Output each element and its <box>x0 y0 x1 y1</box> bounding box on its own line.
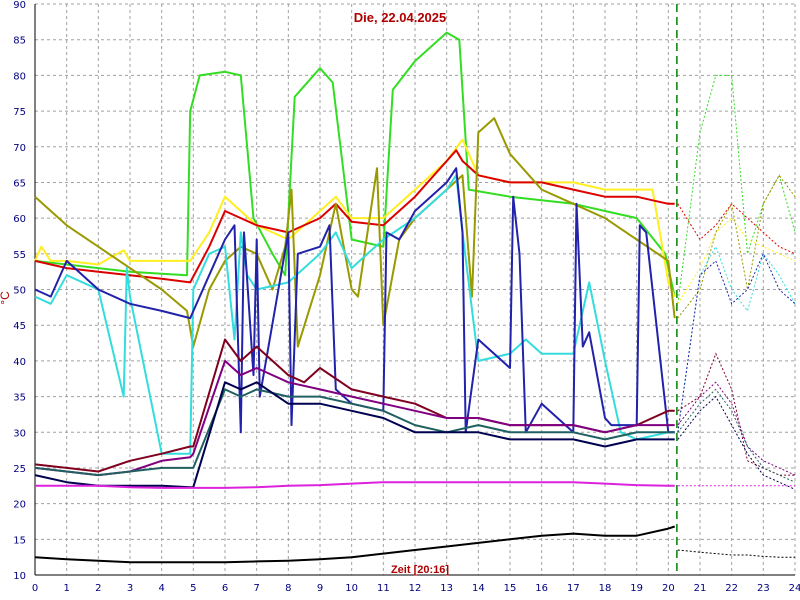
x-tick-label: 22 <box>725 583 738 594</box>
y-tick-label: 35 <box>13 393 26 404</box>
x-tick-label: 2 <box>95 583 101 594</box>
series-line-3 <box>34 149 675 284</box>
x-axis-label: Zeit [20:16] <box>391 564 449 576</box>
x-tick-label: 19 <box>630 583 643 594</box>
y-tick-label: 60 <box>13 214 26 225</box>
y-tick-label: 65 <box>13 178 26 189</box>
x-tick-label: 3 <box>127 583 133 594</box>
series-forecast-2 <box>677 217 796 305</box>
x-tick-label: 24 <box>789 583 800 594</box>
x-tick-label: 10 <box>345 583 358 594</box>
series-line-5 <box>34 174 675 455</box>
x-tick-label: 17 <box>567 583 580 594</box>
x-tick-label: 11 <box>377 583 390 594</box>
y-tick-label: 85 <box>13 36 26 47</box>
chart-title: Die, 22.04.2025 <box>354 10 447 25</box>
x-tick-label: 9 <box>317 583 323 594</box>
tick-labels: 0 1 2 3 4 5 6 7 8 9 10 11 12 13 14 15 16 17 18 19 20 21 22 23 24… <box>13 0 800 594</box>
y-tick-label: 80 <box>13 71 26 82</box>
series-forecast-12 <box>677 549 795 558</box>
y-tick-label: 75 <box>13 107 26 118</box>
y-tick-label: 50 <box>13 286 26 297</box>
series-line-10 <box>34 381 675 489</box>
series-line-9 <box>34 388 675 477</box>
x-tick-label: 6 <box>222 583 228 594</box>
series-forecast-6 <box>677 252 796 433</box>
x-tick-label: 23 <box>757 583 770 594</box>
series-forecast-1 <box>677 74 796 304</box>
x-tick-label: 8 <box>285 583 291 594</box>
series-forecast-9 <box>677 388 796 483</box>
series-forecast-8 <box>677 381 796 476</box>
series-forecast-5 <box>677 245 796 433</box>
x-tick-label: 15 <box>504 583 517 594</box>
series-group <box>34 31 796 564</box>
y-tick-label: 90 <box>13 0 26 11</box>
y-axis-label: °C <box>0 291 12 305</box>
series-line-12 <box>34 525 676 564</box>
x-tick-label: 18 <box>599 583 612 594</box>
series-line-2 <box>34 138 676 298</box>
y-tick-label: 15 <box>13 535 26 546</box>
x-tick-label: 16 <box>535 583 548 594</box>
y-tick-label: 30 <box>13 428 26 439</box>
x-tick-label: 13 <box>440 583 453 594</box>
x-tick-label: 4 <box>158 583 164 594</box>
x-tick-label: 7 <box>253 583 259 594</box>
series-line-4 <box>34 117 676 348</box>
series-forecast-3 <box>677 203 796 255</box>
y-tick-label: 45 <box>13 321 26 332</box>
series-line-1 <box>34 31 676 297</box>
series-line-8 <box>34 359 675 477</box>
y-tick-label: 20 <box>13 500 26 511</box>
series-line-6 <box>34 167 675 434</box>
y-tick-label: 40 <box>13 357 26 368</box>
series-forecast-4 <box>677 174 796 319</box>
x-tick-label: 21 <box>694 583 707 594</box>
x-tick-label: 0 <box>32 583 38 594</box>
y-tick-label: 10 <box>13 571 26 582</box>
x-tick-label: 14 <box>472 583 485 594</box>
y-tick-label: 70 <box>13 143 26 154</box>
y-tick-label: 25 <box>13 464 26 475</box>
x-tick-label: 20 <box>662 583 675 594</box>
y-tick-label: 55 <box>13 250 26 261</box>
series-line-11 <box>35 481 675 489</box>
x-tick-label: 1 <box>63 583 69 594</box>
x-tick-label: 5 <box>190 583 196 594</box>
x-tick-label: 12 <box>409 583 422 594</box>
